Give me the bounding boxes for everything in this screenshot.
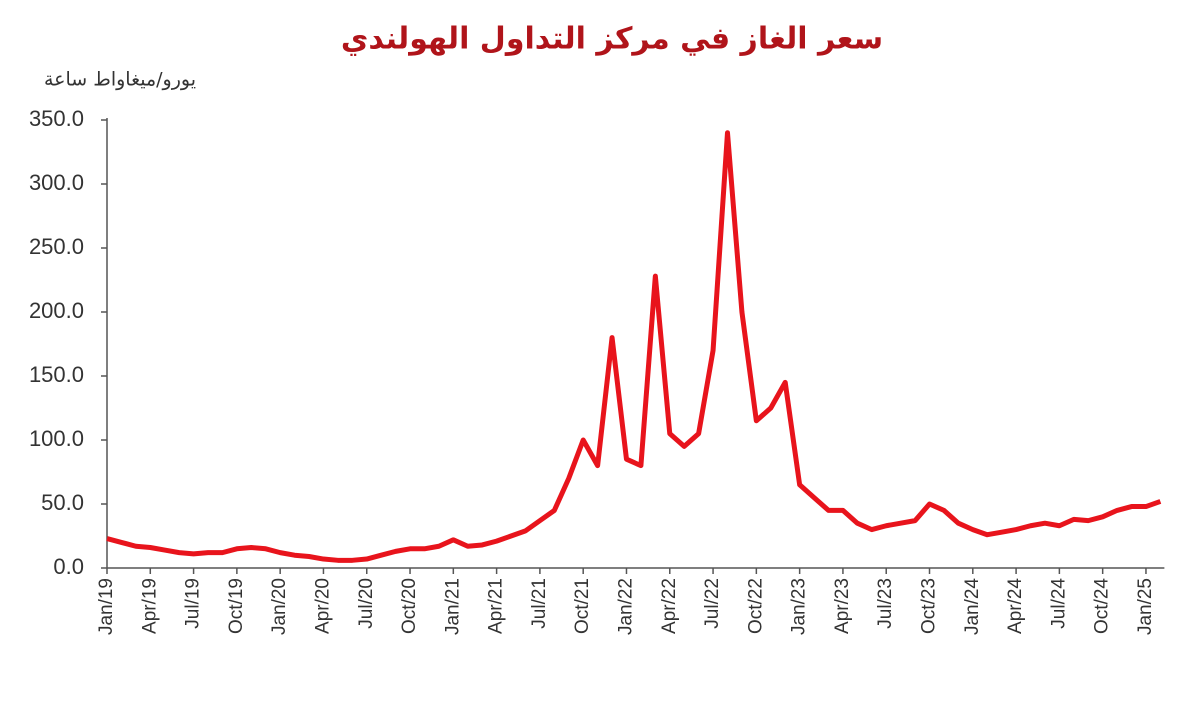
x-tick-label: Oct/22 [745,578,766,634]
price-line [106,130,1162,563]
x-tick-label: Jul/24 [1048,578,1069,629]
x-tick-label: Apr/20 [312,578,333,634]
y-tick-label: 150.0 [29,362,84,387]
x-tick-label: Apr/21 [486,578,507,634]
x-tick-label: Oct/19 [226,578,247,634]
x-tick-label: Jan/19 [96,578,117,635]
x-tick-label: Apr/19 [139,578,160,634]
x-tick-label: Apr/23 [832,578,853,634]
x-tick-label: Oct/20 [399,578,420,634]
x-tick-label: Jul/23 [875,578,896,629]
y-tick-label: 100.0 [29,426,84,451]
x-tick-label: Jan/25 [1135,578,1156,635]
x-tick-label: Jul/20 [356,578,377,629]
y-axis-label: يورو/ميغاواط ساعة [44,69,196,91]
y-tick-label: 300.0 [29,170,84,195]
x-tick-label: Oct/24 [1092,578,1113,634]
x-tick-label: Apr/24 [1005,578,1026,634]
x-tick-label: Jul/22 [702,578,723,629]
x-tick-label: Apr/22 [659,578,680,634]
y-tick-label: 250.0 [29,234,84,259]
x-tick-label: Jul/19 [183,578,204,629]
x-tick-label: Jan/24 [962,578,983,635]
y-tick-label: 50.0 [41,490,84,515]
y-tick-label: 200.0 [29,298,84,323]
x-tick-label: Jan/21 [442,578,463,635]
chart-title: سعر الغاز في مركز التداول الهولندي [341,22,883,57]
x-tick-label: Jan/23 [789,578,810,635]
x-tick-label: Oct/23 [919,578,940,634]
y-tick-label: 350.0 [29,106,84,131]
x-tick-label: Jan/20 [269,578,290,635]
x-tick-label: Jul/21 [529,578,550,629]
x-tick-label: Oct/21 [572,578,593,634]
x-tick-label: Jan/22 [615,578,636,635]
y-tick-label: 0.0 [53,554,84,579]
